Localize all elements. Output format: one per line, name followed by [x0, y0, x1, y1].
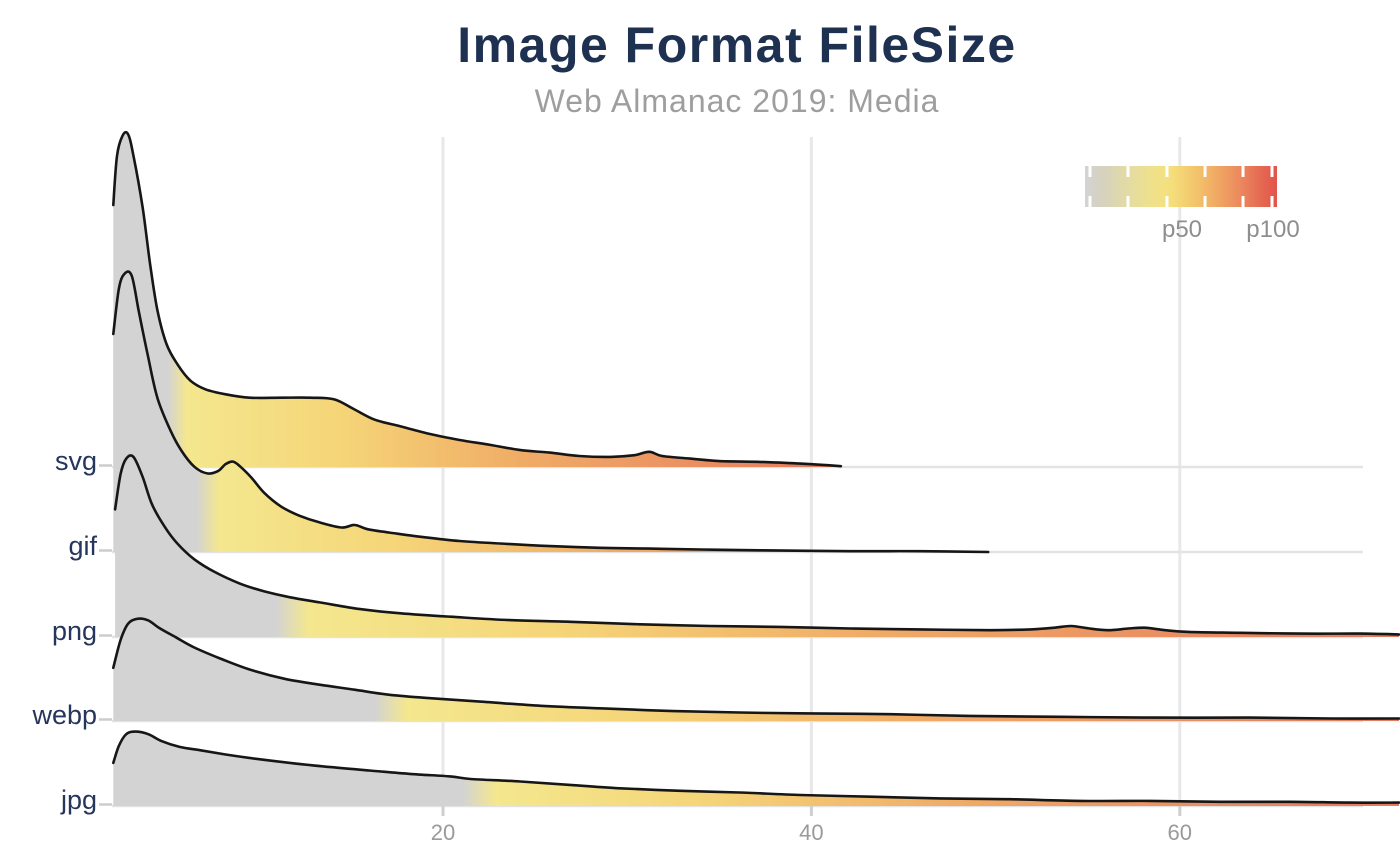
legend-notch: [1270, 166, 1274, 177]
legend-notch: [1270, 196, 1274, 207]
legend-notch: [1165, 196, 1169, 207]
category-label-webp: webp: [31, 700, 97, 730]
legend-notch: [1088, 166, 1092, 177]
legend: p50 p100: [1085, 166, 1300, 243]
x-tick-label-60: 60: [1168, 820, 1192, 845]
ridge-line-webp: [112, 617, 1400, 720]
ridge-line-png: [113, 454, 1400, 636]
category-label-png: png: [52, 616, 97, 646]
legend-notch: [1203, 166, 1207, 177]
ridge-area-gif: [113, 271, 989, 552]
x-tick-label-40: 40: [799, 820, 823, 845]
chart-subtitle: Web Almanac 2019: Media: [535, 83, 940, 119]
legend-label-p100: p100: [1246, 216, 1299, 243]
x-axis: 20 40 60: [431, 806, 1192, 845]
ridge-area-svg: [113, 132, 841, 467]
category-label-svg: svg: [55, 446, 97, 476]
ridge-layer: [112, 130, 1400, 806]
legend-percentile-ticks: [1088, 166, 1274, 207]
legend-gradient-bar: [1085, 166, 1277, 207]
legend-notch: [1241, 196, 1245, 207]
category-labels: svg gif png webp jpg: [31, 446, 97, 815]
legend-notch: [1241, 166, 1245, 177]
ridge-area-webp: [113, 618, 1399, 721]
ridge-line-svg: [112, 130, 843, 468]
legend-notch: [1126, 166, 1130, 177]
legend-notch: [1165, 166, 1169, 177]
ridge-area-png: [115, 455, 1400, 637]
legend-label-p50: p50: [1162, 216, 1202, 243]
category-label-jpg: jpg: [60, 785, 97, 815]
x-tick-label-20: 20: [431, 820, 455, 845]
legend-notch: [1203, 196, 1207, 207]
chart-title: Image Format FileSize: [457, 17, 1016, 73]
category-label-gif: gif: [68, 531, 97, 561]
ridge-line-gif: [112, 270, 990, 554]
legend-notch: [1126, 196, 1130, 207]
legend-notch: [1088, 196, 1092, 207]
ridge-area-jpg: [113, 731, 1399, 806]
ridge-line-jpg: [112, 730, 1400, 804]
